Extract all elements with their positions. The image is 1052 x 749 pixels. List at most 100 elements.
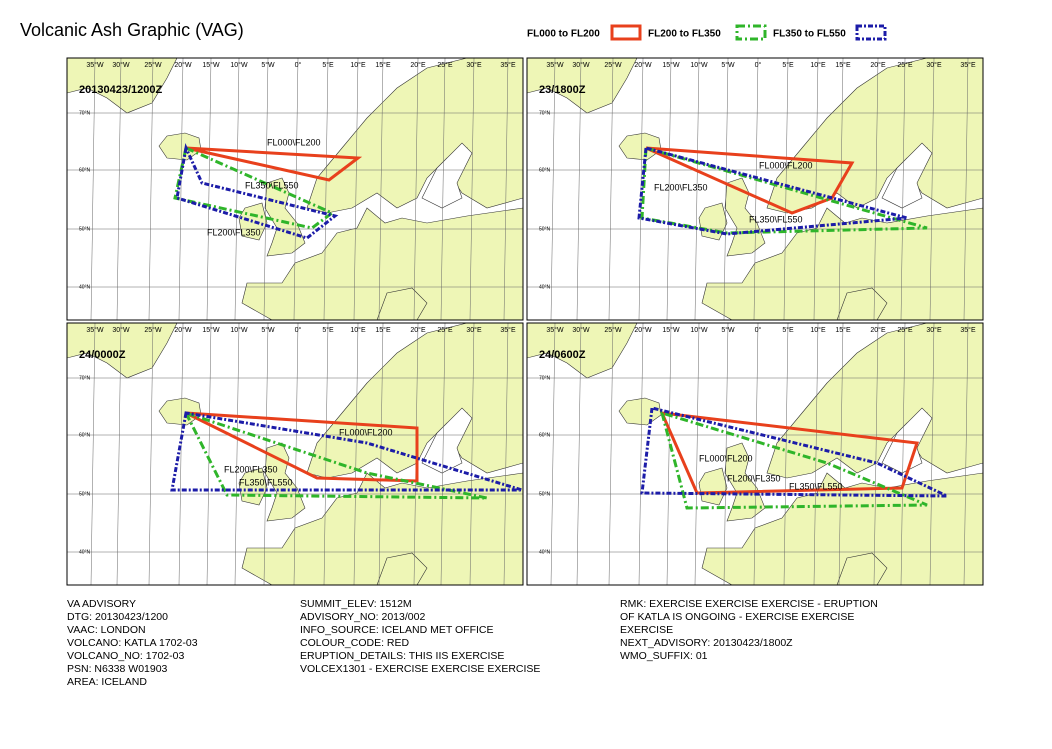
longitude-label: 10°W: [230, 326, 248, 334]
ash-area: [640, 146, 928, 235]
longitude-label: 30°E: [926, 326, 942, 334]
area-label: FL350\FL550: [749, 214, 803, 224]
longitude-label: 20°E: [870, 61, 886, 69]
longitude-label: 20°W: [174, 326, 192, 334]
longitude-label: 20°E: [870, 326, 886, 334]
legend-swatch: [855, 24, 887, 41]
latitude-label: 50°N: [539, 226, 551, 232]
longitude-label: 10°E: [810, 61, 826, 69]
longitude-label: 30°W: [572, 326, 590, 334]
longitude-label: 35°W: [546, 326, 564, 334]
longitude-label: 15°W: [202, 326, 220, 334]
latitude-label: 70°N: [539, 375, 551, 381]
longitude-label: 30°E: [926, 61, 942, 69]
longitude-label: 25°E: [437, 326, 453, 334]
title: Volcanic Ash Graphic (VAG): [20, 20, 244, 40]
longitude-label: 20°E: [410, 326, 426, 334]
advisory-line: ADVISORY_NO: 2013/002: [300, 611, 425, 623]
longitude-label: 30°W: [572, 61, 590, 69]
advisory-line: ERUPTION_DETAILS: THIS IIS EXERCISE: [300, 650, 504, 662]
advisory-line: OF KATLA IS ONGOING - EXERCISE EXERCISE: [620, 611, 854, 623]
area-label: FL350\FL550: [239, 477, 293, 487]
map-panel: 35°W 30°W 25°W 20°W 15°W 10°W 5°W 0° 5°E 10°E 15°E…: [66, 57, 524, 321]
longitude-label: 0°: [295, 61, 302, 69]
legend-swatch: [735, 24, 767, 41]
latitude-label: 40°N: [539, 549, 551, 555]
advisory-line: SUMMIT_ELEV: 1512M: [300, 598, 412, 610]
longitude-label: 5°E: [322, 61, 334, 69]
longitude-label: 5°W: [721, 326, 735, 334]
panel-time: 24/0600Z: [539, 349, 586, 361]
longitude-label: 25°E: [437, 61, 453, 69]
area-label: FL350\FL550: [789, 481, 843, 491]
longitude-label: 20°E: [410, 61, 426, 69]
latitude-label: 60°N: [539, 432, 551, 438]
latitude-label: 70°N: [79, 375, 91, 381]
ash-area: [659, 410, 928, 510]
advisory-line: VOLCEX1301 - EXERCISE EXERCISE EXERCISE: [300, 663, 540, 675]
longitude-label: 35°E: [960, 326, 976, 334]
panel-time: 23/1800Z: [539, 84, 586, 96]
longitude-label: 20°W: [634, 61, 652, 69]
advisory-line: VOLCANO: KATLA 1702-03: [67, 637, 198, 649]
longitude-label: 25°E: [897, 61, 913, 69]
advisory-line: PSN: N6338 W01903: [67, 663, 168, 675]
longitude-label: 35°E: [500, 326, 516, 334]
longitude-label: 15°E: [835, 326, 851, 334]
advisory-line: NEXT_ADVISORY: 20130423/1800Z: [620, 637, 793, 649]
longitude-label: 35°W: [86, 326, 104, 334]
latitude-label: 70°N: [79, 110, 91, 116]
longitude-label: 15°E: [835, 61, 851, 69]
longitude-label: 10°W: [230, 61, 248, 69]
longitude-label: 5°W: [721, 61, 735, 69]
advisory-line: AREA: ICELAND: [67, 676, 147, 688]
legend-label: FL350 to FL550: [773, 29, 846, 40]
area-label: FL200\FL350: [654, 182, 708, 192]
longitude-label: 25°W: [144, 61, 162, 69]
longitude-label: 25°W: [604, 61, 622, 69]
longitude-label: 10°E: [350, 61, 366, 69]
longitude-label: 30°E: [466, 61, 482, 69]
longitude-label: 20°W: [174, 61, 192, 69]
map-panel: 35°W 30°W 25°W 20°W 15°W 10°W 5°W 0° 5°E 10°E 15°E…: [526, 57, 984, 321]
ash-area: [185, 146, 363, 182]
longitude-label: 15°W: [662, 326, 680, 334]
area-label: FL200\FL350: [727, 473, 781, 483]
advisory-line: VA ADVISORY: [67, 598, 136, 610]
longitude-label: 30°W: [112, 326, 130, 334]
advisory-line: COLOUR_CODE: RED: [300, 637, 410, 649]
ash-area: [640, 406, 948, 498]
legend-label: FL000 to FL200: [527, 29, 600, 40]
longitude-label: 15°E: [375, 326, 391, 334]
longitude-label: 10°W: [690, 326, 708, 334]
longitude-label: 5°E: [322, 326, 334, 334]
longitude-label: 25°E: [897, 326, 913, 334]
advisory-line: RMK: EXERCISE EXERCISE EXERCISE - ERUPTI…: [620, 598, 878, 610]
latitude-label: 40°N: [539, 284, 551, 290]
longitude-label: 10°E: [350, 326, 366, 334]
longitude-label: 15°W: [202, 61, 220, 69]
legend-label: FL200 to FL350: [648, 29, 721, 40]
map-panel: 35°W 30°W 25°W 20°W 15°W 10°W 5°W 0° 5°E 10°E 15°E…: [66, 322, 524, 586]
advisory-line: EXERCISE: [620, 624, 673, 636]
longitude-label: 25°W: [604, 326, 622, 334]
area-label: FL200\FL350: [224, 464, 278, 474]
longitude-label: 0°: [755, 326, 762, 334]
latitude-label: 50°N: [79, 226, 91, 232]
ash-area: [659, 411, 920, 495]
area-label: FL000\FL200: [699, 453, 753, 463]
advisory-line: WMO_SUFFIX: 01: [620, 650, 708, 662]
ash-area: [170, 411, 523, 492]
longitude-label: 20°W: [634, 326, 652, 334]
ash-area: [175, 143, 339, 240]
longitude-label: 5°E: [782, 61, 794, 69]
latitude-label: 40°N: [79, 284, 91, 290]
latitude-label: 60°N: [79, 167, 91, 173]
area-label: FL000\FL200: [267, 137, 321, 147]
latitude-label: 60°N: [79, 432, 91, 438]
latitude-label: 60°N: [539, 167, 551, 173]
longitude-label: 25°W: [144, 326, 162, 334]
latitude-label: 50°N: [79, 491, 91, 497]
longitude-label: 35°W: [86, 61, 104, 69]
